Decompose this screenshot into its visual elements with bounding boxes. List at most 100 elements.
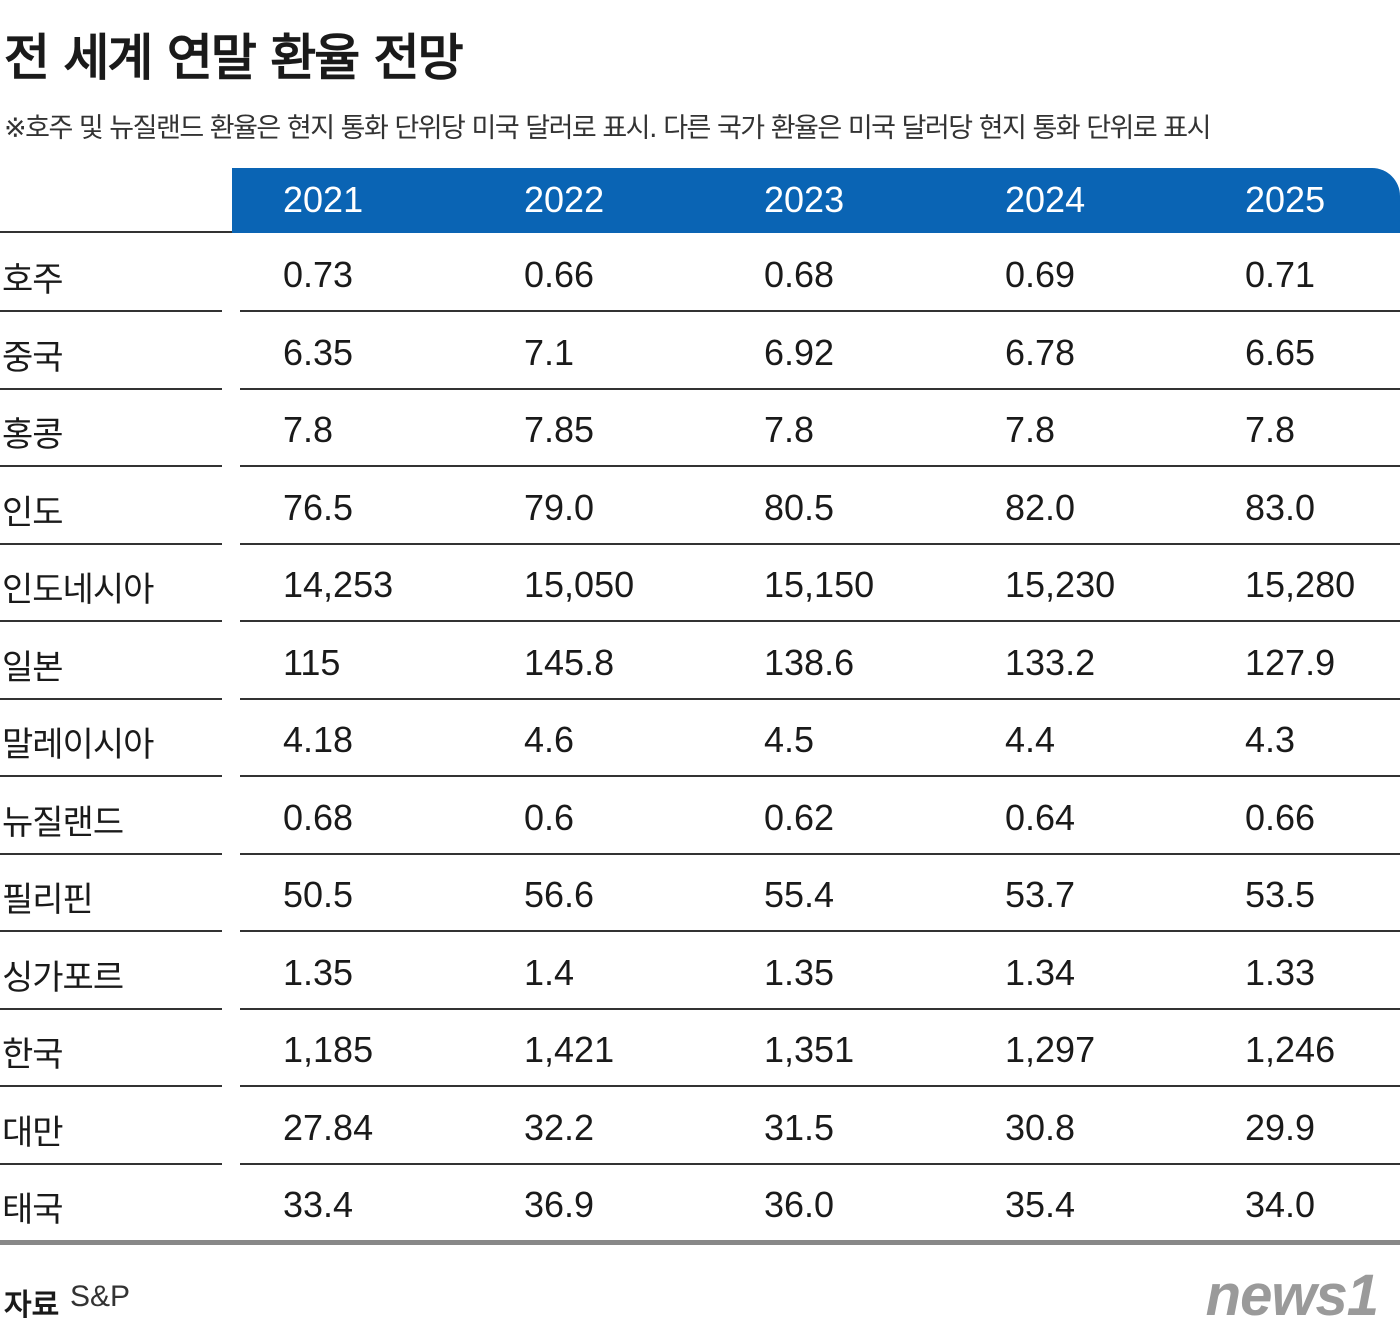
row-rule <box>240 310 1400 312</box>
cell: 0.62 <box>764 796 835 838</box>
row-rule <box>0 1085 222 1087</box>
cell: 56.6 <box>524 874 595 915</box>
cell: 7.8 <box>283 409 334 450</box>
cell: 1,297 <box>1005 1029 1096 1070</box>
row-label: 일본 <box>2 647 64 688</box>
cell: 80.5 <box>764 486 835 528</box>
cell: 7.8 <box>1005 409 1056 450</box>
row-rule <box>240 620 1400 622</box>
cell: 145.8 <box>524 641 615 683</box>
cell: 1.4 <box>524 951 575 993</box>
cell: 1,421 <box>524 1029 615 1070</box>
cell: 4.3 <box>1245 719 1296 760</box>
row-label: 한국 <box>2 1035 64 1075</box>
row-rule <box>0 775 222 777</box>
cell: 36.0 <box>764 1184 835 1225</box>
row-rule <box>240 930 1400 932</box>
source: S&P <box>70 1280 131 1313</box>
row-rule <box>240 387 1400 390</box>
cell: 30.8 <box>1005 1106 1076 1148</box>
cell: 0.6 <box>524 796 575 838</box>
row-label: 인도 <box>2 492 64 533</box>
cell: 0.71 <box>1245 254 1316 295</box>
cell: 36.9 <box>524 1184 595 1225</box>
cell: 7.8 <box>764 409 815 450</box>
cell: 7.8 <box>1245 409 1296 450</box>
cell: 0.66 <box>1245 796 1316 838</box>
cell: 138.6 <box>764 641 855 683</box>
cell: 53.5 <box>1245 874 1316 915</box>
bottom-rule <box>0 1240 1400 1245</box>
row-rule <box>240 775 1400 777</box>
row-rule <box>240 1007 1400 1010</box>
cell: 32.2 <box>524 1106 595 1148</box>
cell: 4.18 <box>283 719 354 760</box>
cell: 76.5 <box>283 486 354 528</box>
cell: 15,150 <box>764 564 875 605</box>
row-rule <box>0 930 222 932</box>
row-label: 호주 <box>2 260 64 300</box>
cell: 82.0 <box>1005 486 1076 528</box>
title: 전 세계 연말 환율 전망 <box>4 29 464 87</box>
cell: 4.5 <box>764 719 815 760</box>
row-rule <box>240 542 1400 545</box>
cell: 50.5 <box>283 874 354 915</box>
cell: 14,253 <box>283 564 394 605</box>
row-label: 태국 <box>2 1190 64 1230</box>
cell: 79.0 <box>524 486 595 528</box>
column-header: 2022 <box>524 179 605 220</box>
cell: 6.78 <box>1005 331 1076 373</box>
cell: 0.68 <box>283 796 354 838</box>
row-rule <box>0 387 222 390</box>
cell: 6.35 <box>283 331 354 373</box>
cell: 0.66 <box>524 254 595 295</box>
cell: 0.73 <box>283 254 354 295</box>
row-label: 중국 <box>2 337 64 378</box>
row-label: 홍콩 <box>2 415 64 455</box>
cell: 29.9 <box>1245 1106 1316 1148</box>
cell: 6.92 <box>764 331 835 373</box>
cell: 1,185 <box>283 1029 374 1070</box>
column-header: 2024 <box>1005 179 1086 220</box>
cell: 133.2 <box>1005 641 1096 683</box>
header-rule <box>0 231 232 233</box>
row-rule <box>0 697 222 700</box>
cell: 83.0 <box>1245 486 1316 528</box>
cell: 1.34 <box>1005 951 1076 993</box>
cell: 35.4 <box>1005 1184 1076 1225</box>
cell: 127.9 <box>1245 641 1336 683</box>
row-rule <box>240 852 1400 855</box>
cell: 4.4 <box>1005 719 1056 760</box>
cell: 115 <box>283 641 341 683</box>
cell: 1.33 <box>1245 951 1316 993</box>
cell: 7.85 <box>524 409 595 450</box>
cell: 7.1 <box>524 331 575 373</box>
row-label: 인도네시아 <box>2 570 154 610</box>
logo: news1 <box>1205 1263 1379 1328</box>
cell: 1.35 <box>283 951 354 993</box>
cell: 0.68 <box>764 254 835 295</box>
row-label: 필리핀 <box>2 880 94 920</box>
row-rule <box>240 465 1400 467</box>
cell: 33.4 <box>283 1184 354 1225</box>
row-rule <box>0 1162 222 1165</box>
source-label: 자료 <box>4 1288 60 1323</box>
cell: 0.64 <box>1005 796 1076 838</box>
row-label: 대만 <box>2 1112 64 1153</box>
cell: 6.65 <box>1245 331 1316 373</box>
column-header: 2023 <box>764 179 845 220</box>
cell: 15,280 <box>1245 564 1356 605</box>
cell: 4.6 <box>524 719 575 760</box>
cell: 55.4 <box>764 874 835 915</box>
row-label: 싱가포르 <box>2 957 124 998</box>
row-label: 말레이시아 <box>2 725 154 765</box>
cell: 15,050 <box>524 564 635 605</box>
row-rule <box>240 1085 1400 1087</box>
subtitle: ※호주 및 뉴질랜드 환율은 현지 통화 단위당 미국 달러로 표시. 다른 국… <box>4 113 1212 144</box>
row-rule <box>0 542 222 545</box>
cell: 0.69 <box>1005 254 1076 295</box>
row-label: 뉴질랜드 <box>2 802 124 843</box>
cell: 27.84 <box>283 1106 374 1148</box>
header-bar <box>232 168 1400 233</box>
